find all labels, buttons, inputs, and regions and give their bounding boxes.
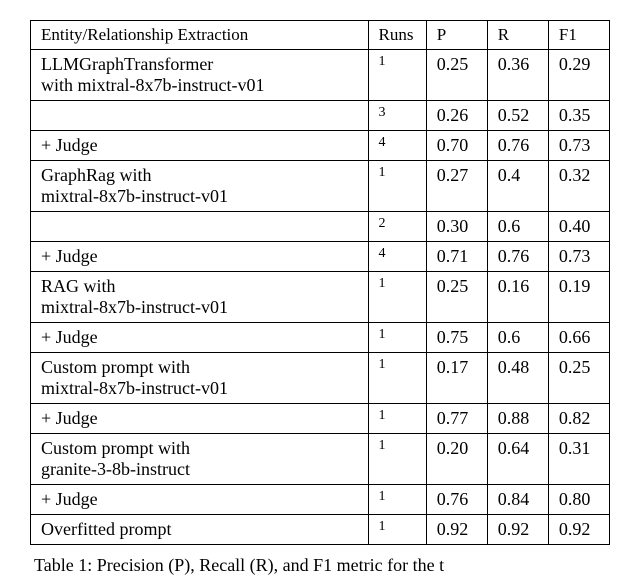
cell-f1: 0.31: [548, 434, 609, 485]
cell-r: 0.92: [487, 515, 548, 545]
cell-method: GraphRag withmixtral-8x7b-instruct-v01: [31, 161, 369, 212]
cell-p: 0.70: [426, 131, 487, 161]
cell-r: 0.88: [487, 404, 548, 434]
cell-p: 0.26: [426, 101, 487, 131]
cell-p: 0.75: [426, 323, 487, 353]
table-row: 30.260.520.35: [31, 101, 610, 131]
cell-runs: 4: [368, 131, 426, 161]
table-row: + Judge10.770.880.82: [31, 404, 610, 434]
cell-method: Custom prompt withgranite-3-8b-instruct: [31, 434, 369, 485]
header-row: Entity/Relationship Extraction Runs P R …: [31, 21, 610, 50]
cell-runs: 1: [368, 404, 426, 434]
cell-method: + Judge: [31, 485, 369, 515]
cell-f1: 0.92: [548, 515, 609, 545]
cell-p: 0.17: [426, 353, 487, 404]
table-row: 20.300.60.40: [31, 212, 610, 242]
cell-p: 0.30: [426, 212, 487, 242]
cell-r: 0.6: [487, 212, 548, 242]
cell-r: 0.52: [487, 101, 548, 131]
cell-p: 0.71: [426, 242, 487, 272]
cell-method: [31, 101, 369, 131]
cell-runs: 1: [368, 515, 426, 545]
table-caption: Table 1: Precision (P), Recall (R), and …: [30, 555, 610, 576]
cell-runs: 1: [368, 50, 426, 101]
cell-runs: 1: [368, 272, 426, 323]
cell-method: + Judge: [31, 242, 369, 272]
table-row: RAG withmixtral-8x7b-instruct-v0110.250.…: [31, 272, 610, 323]
table-row: LLMGraphTransformerwith mixtral-8x7b-ins…: [31, 50, 610, 101]
cell-method: RAG withmixtral-8x7b-instruct-v01: [31, 272, 369, 323]
header-p: P: [426, 21, 487, 50]
header-runs: Runs: [368, 21, 426, 50]
header-f1: F1: [548, 21, 609, 50]
cell-method: LLMGraphTransformerwith mixtral-8x7b-ins…: [31, 50, 369, 101]
table-row: Overfitted prompt10.920.920.92: [31, 515, 610, 545]
cell-method: + Judge: [31, 323, 369, 353]
cell-f1: 0.32: [548, 161, 609, 212]
cell-f1: 0.66: [548, 323, 609, 353]
table-body: LLMGraphTransformerwith mixtral-8x7b-ins…: [31, 50, 610, 545]
cell-p: 0.77: [426, 404, 487, 434]
cell-r: 0.48: [487, 353, 548, 404]
table-row: Custom prompt withmixtral-8x7b-instruct-…: [31, 353, 610, 404]
cell-p: 0.27: [426, 161, 487, 212]
header-method: Entity/Relationship Extraction: [31, 21, 369, 50]
table-row: + Judge10.760.840.80: [31, 485, 610, 515]
cell-method: Overfitted prompt: [31, 515, 369, 545]
table-row: Custom prompt withgranite-3-8b-instruct1…: [31, 434, 610, 485]
table-row: + Judge40.700.760.73: [31, 131, 610, 161]
cell-r: 0.76: [487, 131, 548, 161]
cell-runs: 2: [368, 212, 426, 242]
cell-runs: 1: [368, 434, 426, 485]
cell-p: 0.92: [426, 515, 487, 545]
cell-f1: 0.40: [548, 212, 609, 242]
cell-f1: 0.29: [548, 50, 609, 101]
cell-p: 0.20: [426, 434, 487, 485]
cell-method: + Judge: [31, 131, 369, 161]
cell-r: 0.6: [487, 323, 548, 353]
cell-f1: 0.19: [548, 272, 609, 323]
cell-runs: 4: [368, 242, 426, 272]
cell-p: 0.25: [426, 50, 487, 101]
table-row: GraphRag withmixtral-8x7b-instruct-v0110…: [31, 161, 610, 212]
cell-p: 0.76: [426, 485, 487, 515]
cell-p: 0.25: [426, 272, 487, 323]
cell-r: 0.4: [487, 161, 548, 212]
results-table: Entity/Relationship Extraction Runs P R …: [30, 20, 610, 545]
header-r: R: [487, 21, 548, 50]
cell-runs: 1: [368, 353, 426, 404]
table-row: + Judge10.750.60.66: [31, 323, 610, 353]
cell-r: 0.76: [487, 242, 548, 272]
cell-f1: 0.35: [548, 101, 609, 131]
cell-f1: 0.82: [548, 404, 609, 434]
cell-runs: 1: [368, 161, 426, 212]
cell-r: 0.64: [487, 434, 548, 485]
cell-f1: 0.80: [548, 485, 609, 515]
cell-f1: 0.73: [548, 131, 609, 161]
cell-runs: 1: [368, 485, 426, 515]
cell-r: 0.36: [487, 50, 548, 101]
cell-runs: 3: [368, 101, 426, 131]
cell-r: 0.84: [487, 485, 548, 515]
cell-f1: 0.25: [548, 353, 609, 404]
cell-f1: 0.73: [548, 242, 609, 272]
cell-method: Custom prompt withmixtral-8x7b-instruct-…: [31, 353, 369, 404]
cell-method: [31, 212, 369, 242]
cell-runs: 1: [368, 323, 426, 353]
cell-r: 0.16: [487, 272, 548, 323]
cell-method: + Judge: [31, 404, 369, 434]
table-row: + Judge40.710.760.73: [31, 242, 610, 272]
